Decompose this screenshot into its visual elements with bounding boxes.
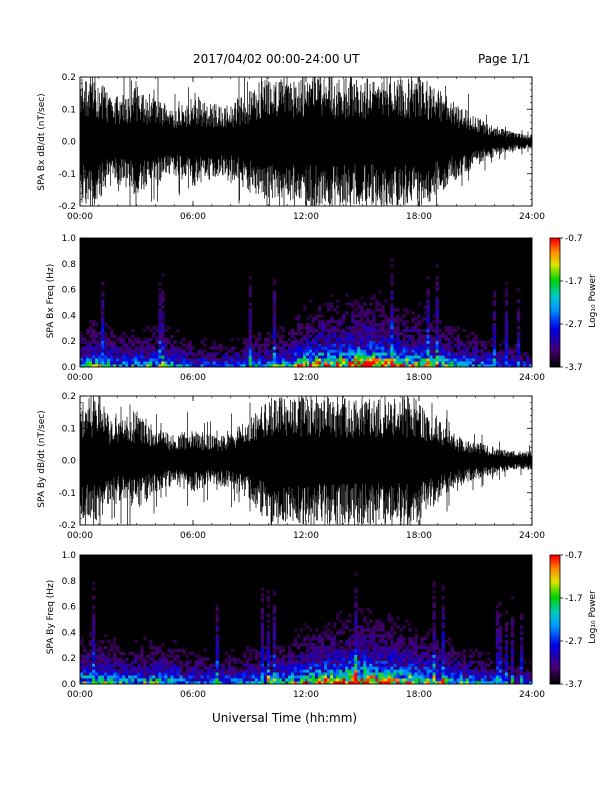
colorbar-tick-label: -2.7 xyxy=(565,637,583,647)
x-tick-label: 18:00 xyxy=(406,690,432,700)
colorbar-2-label: Log₁₀ Power xyxy=(588,590,598,644)
colorbar-2: -0.7 -1.7 -2.7 -3.7 xyxy=(549,551,583,690)
y-tick-label: 0.6 xyxy=(62,286,77,296)
y-tick-label: 0.2 xyxy=(62,392,76,402)
x-tick-label: 00:00 xyxy=(67,690,93,700)
y-tick-label: 0.4 xyxy=(62,311,77,321)
colorbar-tick-label: -0.7 xyxy=(565,234,583,244)
panel-2-ylabel: SPA Bx Freq (Hz) xyxy=(46,263,56,339)
colorbar-tick-label: -3.7 xyxy=(565,680,583,690)
x-tick-label: 00:00 xyxy=(67,212,93,222)
x-tick-label: 12:00 xyxy=(293,531,319,541)
colorbar-tick-label: -1.7 xyxy=(565,277,583,287)
y-tick-label: 0.8 xyxy=(62,577,77,587)
colorbar-1: -0.7 -1.7 -2.7 -3.7 xyxy=(549,234,583,373)
x-axis-label: Universal Time (hh:mm) xyxy=(212,711,358,725)
x-tick-label: 06:00 xyxy=(180,531,206,541)
x-tick-label: 24:00 xyxy=(519,373,545,383)
y-tick-label: 0.8 xyxy=(62,260,77,270)
y-tick-label: 0.6 xyxy=(62,603,77,613)
header-page-number: Page 1/1 xyxy=(478,52,531,66)
x-tick-label: 06:00 xyxy=(180,212,206,222)
x-tick-label: 18:00 xyxy=(406,373,432,383)
y-tick-label: 0.0 xyxy=(62,680,77,690)
x-tick-label: 12:00 xyxy=(293,212,319,222)
y-tick-label: 0.2 xyxy=(62,654,76,664)
panel-4: 1.0 0.8 0.6 0.4 0.2 0.000:00 06:00 12:00 18:00 24… xyxy=(62,551,546,700)
panel-1-ylabel: SPA Bx dB/dt (nT/sec) xyxy=(37,93,47,191)
x-tick-label: 24:00 xyxy=(519,690,545,700)
colorbar-tick-label: -1.7 xyxy=(565,594,583,604)
x-tick-label: 24:00 xyxy=(519,531,545,541)
y-tick-label: -0.1 xyxy=(58,170,76,180)
y-tick-label: 1.0 xyxy=(62,551,77,561)
x-tick-label: 24:00 xyxy=(519,212,545,222)
panel-3: 0.2 0.1 0.0 -0.1 -0.200:00 06:00 12:00 18:00 24:… xyxy=(58,392,545,541)
y-tick-label: 0.0 xyxy=(62,363,77,373)
y-tick-label: -0.2 xyxy=(58,202,76,212)
x-tick-label: 18:00 xyxy=(406,212,432,222)
panel-4-spectrogram-cells xyxy=(80,572,533,685)
x-tick-label: 06:00 xyxy=(180,373,206,383)
x-tick-label: 06:00 xyxy=(180,690,206,700)
x-tick-label: 12:00 xyxy=(293,373,319,383)
x-tick-label: 00:00 xyxy=(67,373,93,383)
panel-2-spectrogram-cells xyxy=(80,258,533,368)
colorbar-tick-label: -2.7 xyxy=(565,320,583,330)
y-tick-label: 0.2 xyxy=(62,73,76,83)
x-tick-label: 18:00 xyxy=(406,531,432,541)
y-tick-label: -0.1 xyxy=(58,489,76,499)
panel-3-ylabel: SPA By dB/dt (nT/sec) xyxy=(37,410,47,508)
y-tick-label: 1.0 xyxy=(62,234,77,244)
panel-3-signal-trace xyxy=(79,396,533,525)
y-tick-label: 0.4 xyxy=(62,628,77,638)
colorbar-tick-label: -3.7 xyxy=(565,363,583,373)
y-tick-label: 0.1 xyxy=(62,424,76,434)
colorbar-tick-label: -0.7 xyxy=(565,551,583,561)
y-tick-label: 0.2 xyxy=(62,337,76,347)
panel-4-ylabel: SPA By Freq (Hz) xyxy=(46,579,56,655)
x-tick-label: 00:00 xyxy=(67,531,93,541)
panels-group: 0.20.10.0-0.1-0.200:00 06:00 12:00 18:00 24:… xyxy=(58,73,582,700)
y-tick-label: -0.2 xyxy=(58,521,76,531)
panel-1: 0.2 0.1 0.0 -0.1 -0.200:00 06:00 12:00 18:00 24:… xyxy=(58,73,545,222)
y-tick-label: 0.1 xyxy=(62,105,76,115)
header-date-range: 2017/04/02 00:00-24:00 UT xyxy=(193,52,360,66)
x-tick-label: 12:00 xyxy=(293,690,319,700)
panel-1-signal-trace xyxy=(79,77,533,206)
panel-2: 1.0 0.8 0.6 0.4 0.2 0.000:00 06:00 12:00 18:00 24… xyxy=(62,234,546,383)
colorbar-1-label: Log₁₀ Power xyxy=(588,274,598,328)
y-tick-label: 0.0 xyxy=(62,138,77,148)
y-tick-label: 0.0 xyxy=(62,457,77,467)
